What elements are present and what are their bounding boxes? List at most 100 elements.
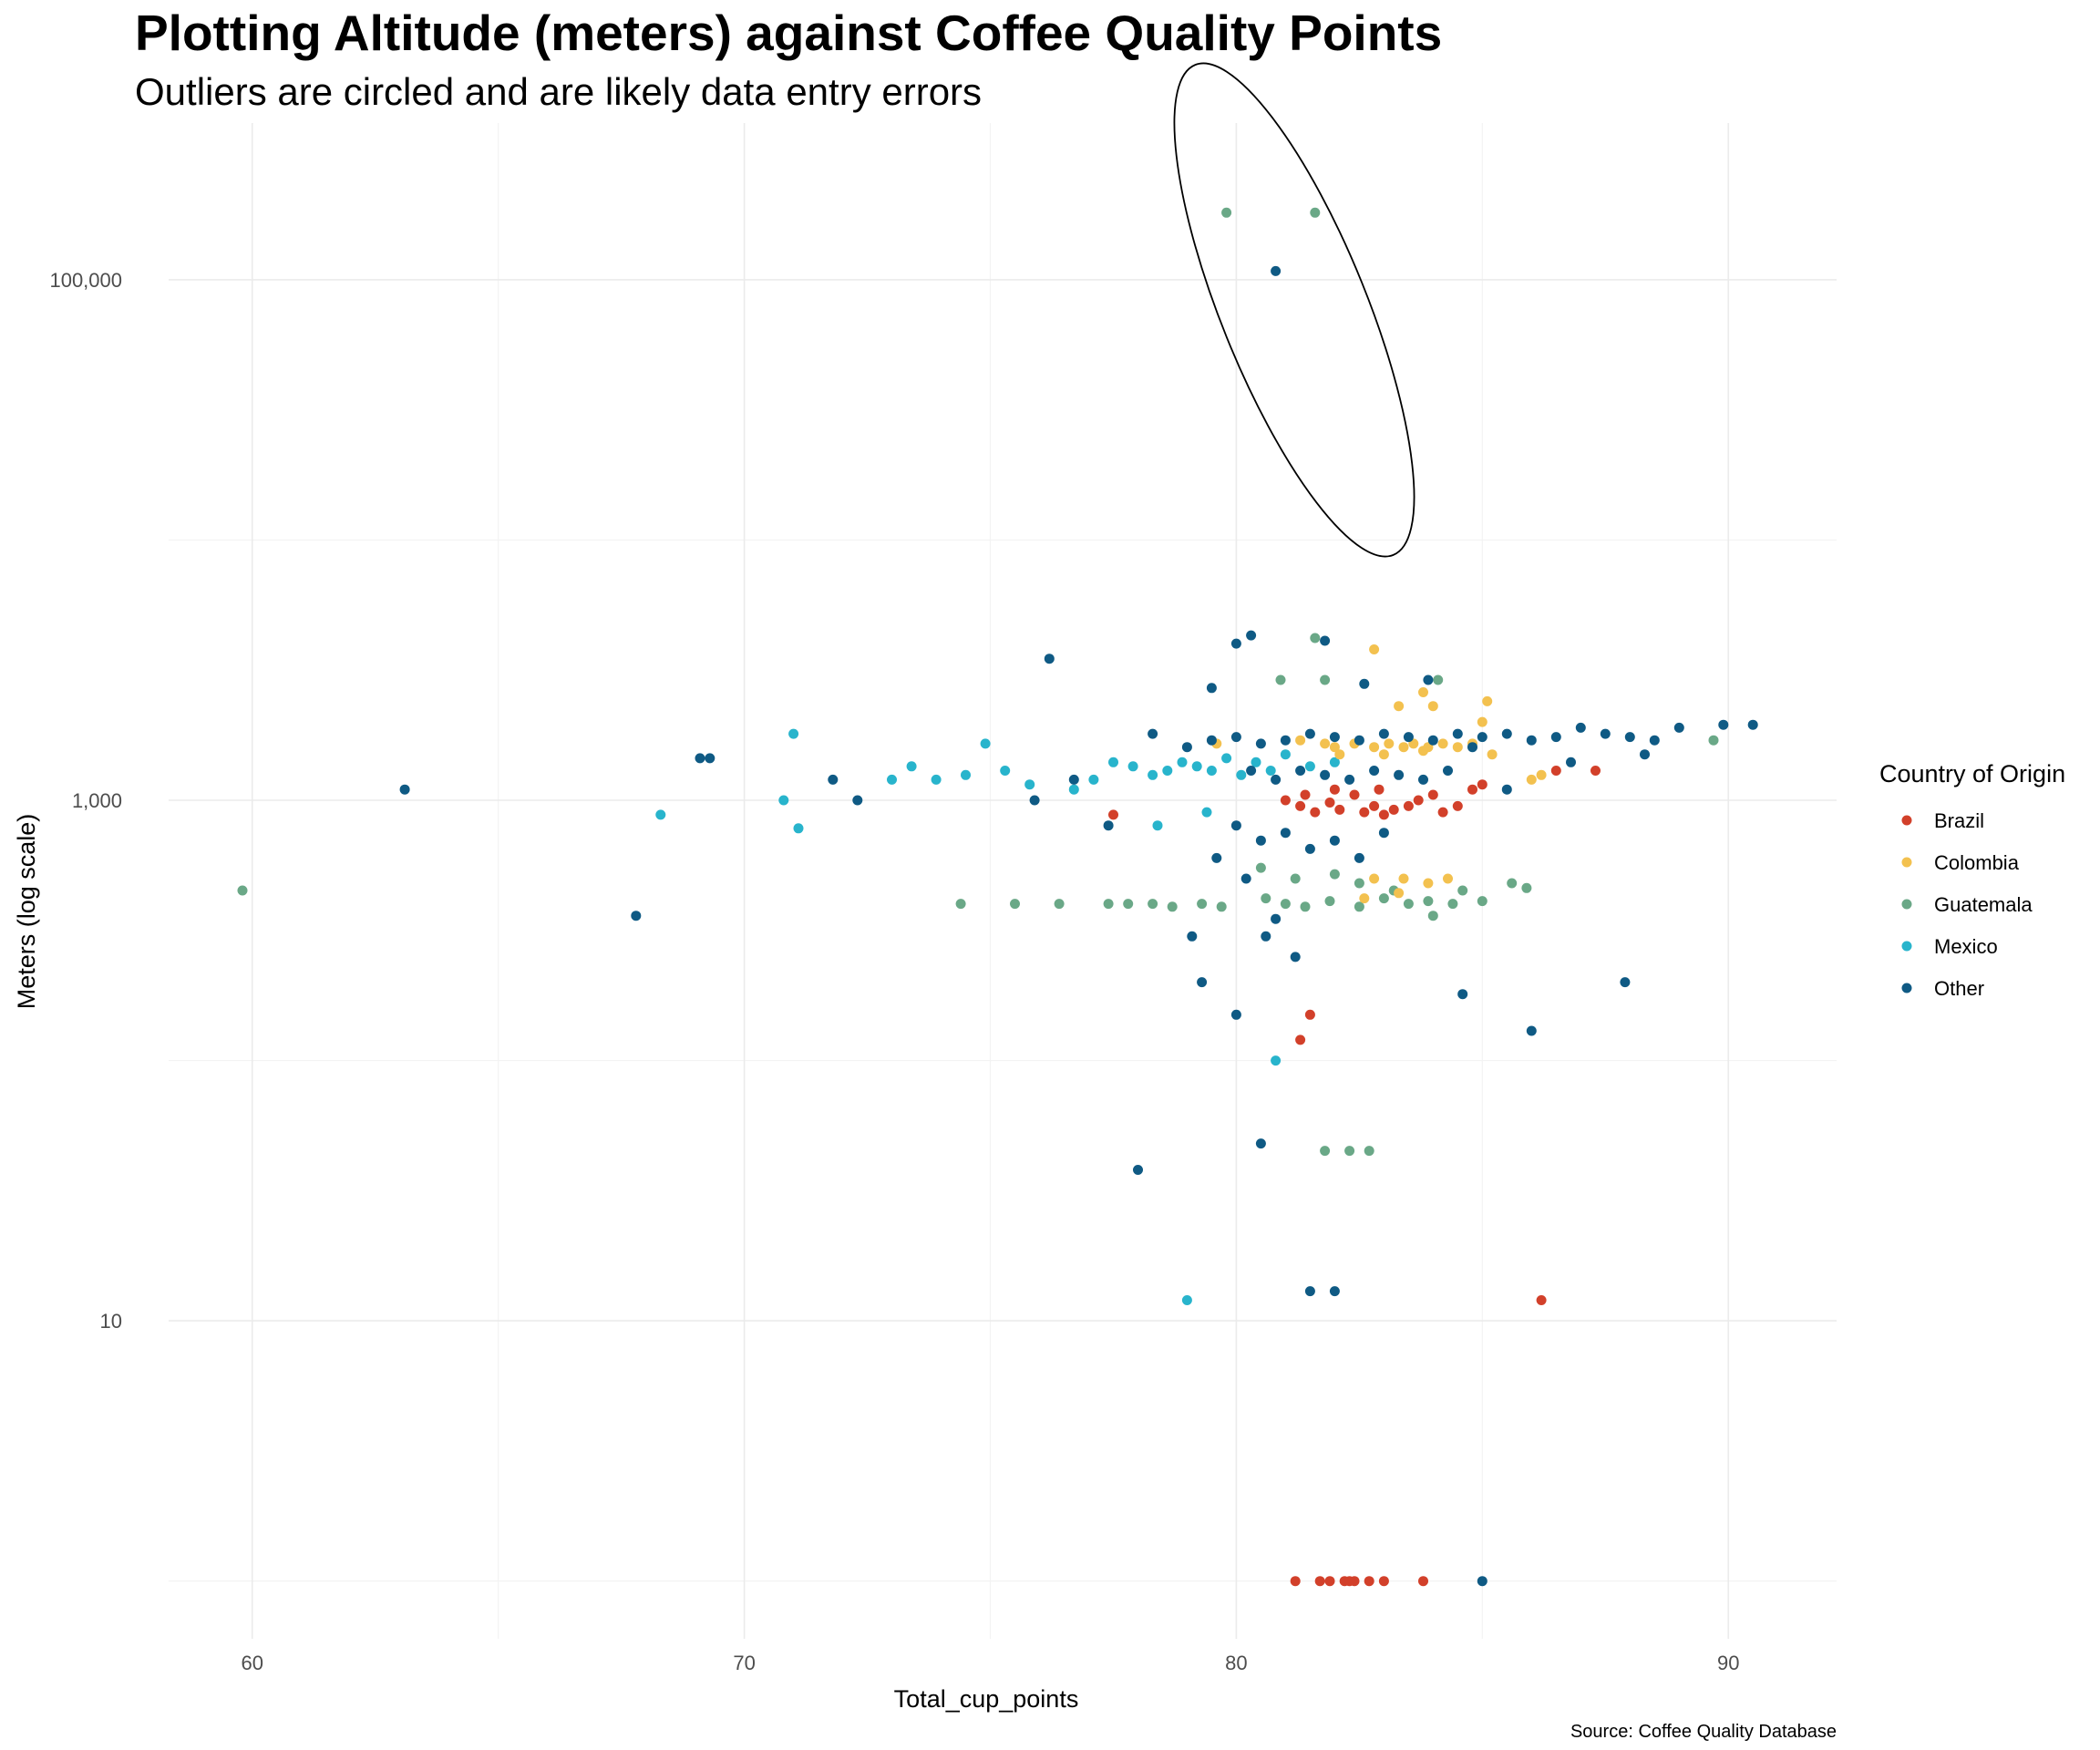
point-guatemala: [1010, 899, 1020, 910]
point-brazil: [1324, 798, 1335, 808]
point-mexico: [1068, 784, 1079, 795]
point-other: [1320, 769, 1331, 780]
point-other: [1457, 989, 1468, 1000]
point-guatemala: [1197, 899, 1208, 910]
point-brazil: [1477, 779, 1488, 790]
chart-subtitle: Outliers are circled and are likely data…: [135, 70, 982, 113]
point-other: [1620, 977, 1631, 988]
point-guatemala: [1378, 893, 1389, 904]
point-mexico: [1271, 1055, 1282, 1066]
point-brazil: [1550, 766, 1561, 776]
point-mexico: [1088, 774, 1099, 785]
point-mexico: [1024, 779, 1035, 790]
point-other: [1255, 1138, 1266, 1149]
point-other: [828, 774, 839, 785]
point-other: [1271, 774, 1282, 785]
point-brazil: [1314, 1576, 1325, 1587]
point-guatemala: [1423, 896, 1434, 907]
point-other: [1148, 728, 1158, 739]
point-guatemala: [1427, 911, 1438, 921]
point-other: [1044, 654, 1055, 664]
point-mexico: [1127, 761, 1138, 772]
point-other: [1526, 735, 1537, 746]
point-other: [399, 784, 410, 795]
point-brazil: [1324, 1576, 1335, 1587]
point-colombia: [1369, 742, 1380, 753]
point-other: [1443, 766, 1453, 776]
legend-label-other: Other: [1934, 977, 1984, 1000]
point-brazil: [1364, 1576, 1374, 1587]
point-other: [1566, 757, 1576, 767]
point-other: [1271, 913, 1282, 924]
point-guatemala: [1216, 901, 1227, 912]
point-other: [1206, 735, 1217, 746]
point-colombia: [1384, 738, 1395, 749]
point-other: [705, 753, 715, 764]
point-mexico: [961, 769, 971, 780]
x-tick-label: 60: [242, 1652, 263, 1674]
point-other: [631, 911, 642, 921]
point-other: [1575, 722, 1586, 733]
point-other: [1246, 630, 1257, 641]
point-brazil: [1467, 784, 1477, 795]
point-other: [1029, 795, 1040, 806]
point-other: [1240, 873, 1251, 884]
point-guatemala: [1477, 896, 1488, 907]
point-other: [1255, 835, 1266, 846]
point-other: [1344, 774, 1355, 785]
point-mexico: [1201, 807, 1212, 818]
point-mexico: [1108, 757, 1118, 767]
gridlines: [169, 123, 1837, 1639]
legend-key-other: [1901, 983, 1912, 993]
point-guatemala: [1275, 674, 1286, 685]
point-brazil: [1295, 1035, 1306, 1045]
point-colombia: [1320, 738, 1331, 749]
point-other: [1280, 735, 1291, 746]
point-brazil: [1378, 1576, 1389, 1587]
point-other: [1181, 742, 1192, 753]
legend-key-guatemala: [1901, 899, 1912, 910]
point-colombia: [1369, 873, 1380, 884]
point-brazil: [1427, 789, 1438, 800]
point-other: [1423, 674, 1434, 685]
y-axis-title: Meters (log scale): [13, 814, 40, 1010]
point-colombia: [1329, 742, 1340, 753]
point-colombia: [1398, 873, 1409, 884]
point-mexico: [1280, 749, 1291, 760]
point-mexico: [655, 809, 666, 820]
point-other: [1673, 722, 1684, 733]
point-other: [1304, 728, 1315, 739]
legend-label-guatemala: Guatemala: [1934, 893, 2033, 916]
point-other: [1624, 732, 1635, 743]
point-mexico: [1329, 757, 1340, 767]
point-guatemala: [1433, 674, 1444, 685]
legend-key-mexico: [1901, 941, 1912, 952]
point-mexico: [1152, 820, 1163, 831]
point-other: [1600, 728, 1611, 739]
point-mexico: [1236, 769, 1247, 780]
point-guatemala: [1457, 885, 1468, 896]
point-mexico: [1148, 769, 1158, 780]
point-brazil: [1378, 809, 1389, 820]
legend-label-mexico: Mexico: [1934, 935, 1998, 958]
point-brazil: [1349, 789, 1360, 800]
point-other: [1467, 742, 1477, 753]
point-other: [1230, 1009, 1241, 1020]
point-other: [1255, 738, 1266, 749]
point-colombia: [1482, 695, 1493, 706]
point-guatemala: [1310, 633, 1321, 643]
point-mexico: [1181, 1295, 1192, 1305]
point-other: [1427, 735, 1438, 746]
x-tick-label: 70: [733, 1652, 755, 1674]
point-mexico: [793, 823, 804, 834]
point-other: [1403, 732, 1414, 743]
point-other: [1304, 843, 1315, 854]
legend-label-colombia: Colombia: [1934, 851, 2020, 874]
point-other: [1501, 784, 1512, 795]
point-mexico: [1162, 766, 1173, 776]
point-other: [1329, 835, 1340, 846]
point-other: [1369, 766, 1380, 776]
legend-label-brazil: Brazil: [1934, 809, 1984, 832]
point-brazil: [1349, 1576, 1360, 1587]
point-other: [1359, 678, 1370, 689]
